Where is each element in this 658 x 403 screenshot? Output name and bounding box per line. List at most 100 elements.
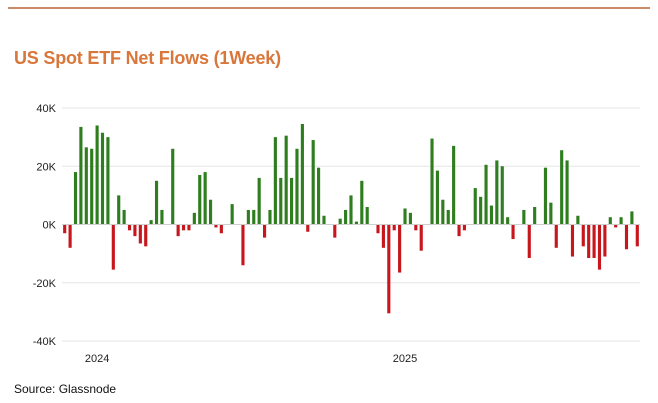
outflow-bar: [387, 224, 391, 314]
outflow-bar: [111, 224, 115, 270]
inflow-bar: [317, 167, 321, 225]
y-tick-label: 20K: [36, 161, 56, 173]
outflow-bar: [333, 224, 337, 238]
inflow-bar: [489, 205, 494, 225]
inflow-bar: [549, 202, 553, 225]
inflow-bar: [311, 140, 315, 225]
outflow-bar: [181, 224, 186, 231]
inflow-bar: [430, 138, 434, 225]
inflow-bar: [208, 199, 213, 225]
outflow-bar: [419, 224, 423, 251]
top-divider: [8, 7, 650, 9]
inflow-bar: [230, 204, 234, 225]
inflow-bar: [100, 132, 105, 225]
inflow-bar: [435, 170, 439, 225]
outflow-bar: [241, 224, 245, 266]
inflow-bar: [273, 137, 277, 225]
outflow-bar: [614, 224, 618, 228]
y-tick-label: -40K: [33, 336, 57, 348]
inflow-bar: [198, 174, 202, 225]
inflow-bar: [365, 207, 369, 225]
chart-title: US Spot ETF Net Flows (1Week): [14, 48, 281, 68]
inflow-bar: [290, 177, 294, 225]
outflow-bar: [138, 224, 142, 244]
inflow-bar: [506, 217, 510, 225]
inflow-bar: [122, 209, 126, 225]
outflow-bar: [68, 224, 72, 248]
inflow-bar: [484, 164, 488, 225]
inflow-bar: [479, 196, 483, 225]
inflow-bar: [500, 166, 504, 225]
inflow-bar: [149, 220, 153, 225]
inflow-bar: [441, 199, 445, 225]
outflow-bar: [398, 224, 402, 273]
inflow-bar: [203, 172, 207, 225]
outflow-bar: [592, 224, 596, 258]
inflow-bar: [349, 195, 353, 225]
outflow-bar: [133, 224, 137, 237]
inflow-bar: [106, 137, 110, 225]
inflow-bar: [495, 160, 499, 225]
inflow-bar: [252, 209, 256, 225]
y-tick-label: 40K: [36, 103, 56, 115]
inflow-bar: [452, 145, 456, 225]
outflow-bar: [587, 224, 591, 258]
inflow-bar: [84, 147, 88, 225]
inflow-bar: [284, 135, 288, 225]
x-tick-label: 2025: [393, 353, 417, 365]
inflow-bar: [268, 209, 272, 225]
x-tick-label: 2024: [85, 353, 109, 365]
outflow-bar: [570, 224, 575, 257]
inflow-bar: [73, 172, 78, 225]
inflow-bar: [360, 180, 364, 225]
outflow-bar: [127, 224, 132, 231]
inflow-bar: [522, 209, 526, 225]
inflow-bar: [338, 218, 342, 225]
outflow-bar: [462, 224, 466, 231]
inflow-bar: [560, 150, 564, 225]
outflow-bar: [624, 224, 629, 250]
outflow-bar: [581, 224, 585, 247]
outflow-bar: [597, 224, 602, 270]
inflow-bar: [79, 126, 83, 225]
inflow-bar: [473, 188, 477, 225]
inflow-bar: [300, 124, 304, 225]
y-tick-label: -20K: [33, 278, 57, 290]
inflow-bar: [90, 148, 94, 225]
outflow-bar: [381, 224, 385, 248]
inflow-bar: [608, 217, 612, 225]
inflow-bar: [192, 212, 196, 225]
inflow-bar: [565, 160, 569, 225]
inflow-bar: [154, 180, 159, 225]
inflow-bar: [576, 215, 580, 225]
x-axis-ticks: 202420252026: [85, 353, 417, 365]
outflow-bar: [263, 224, 267, 238]
outflow-bar: [306, 224, 310, 232]
inflow-bar: [279, 177, 283, 225]
inflow-bar: [354, 221, 358, 225]
inflow-bar: [533, 207, 537, 225]
y-axis-ticks: 40K 20K 0K -20K -40K: [33, 103, 57, 348]
outflow-bar: [527, 224, 531, 258]
outflow-bar: [392, 224, 396, 231]
inflow-bar: [630, 211, 634, 225]
y-tick-label: 0K: [43, 220, 57, 232]
inflow-bar: [543, 167, 548, 225]
outflow-bar: [457, 224, 461, 237]
outflow-bar: [219, 224, 223, 234]
source-note: Source: Glassnode: [14, 382, 117, 396]
outflow-bar: [603, 224, 607, 257]
inflow-bar: [257, 177, 261, 225]
inflow-bar: [322, 215, 326, 225]
inflow-bar: [246, 209, 250, 225]
inflow-bar: [295, 148, 299, 225]
inflow-bar: [408, 212, 412, 225]
inflow-bar: [403, 208, 407, 225]
outflow-bar: [63, 224, 67, 234]
inflow-bar: [117, 195, 121, 225]
inflow-bar: [160, 209, 164, 225]
inflow-bar: [446, 209, 450, 225]
outflow-bar: [187, 224, 191, 231]
outflow-bar: [376, 224, 380, 234]
